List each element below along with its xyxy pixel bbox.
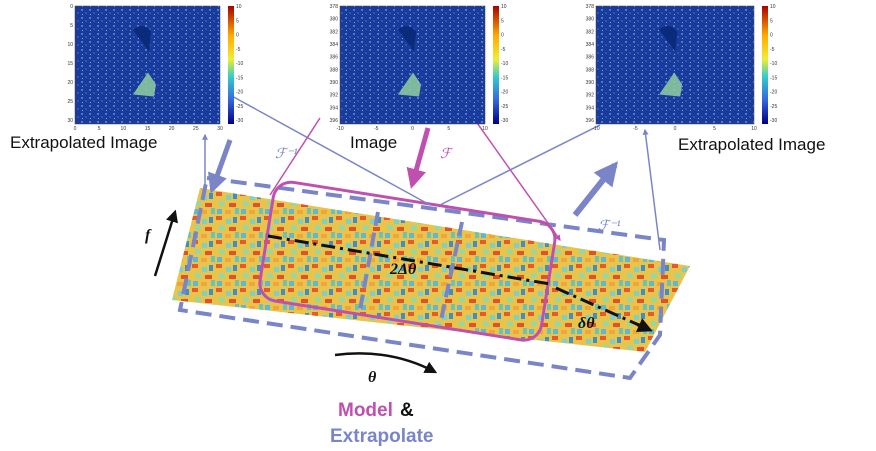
colorbar-tick-label: -30	[501, 118, 508, 124]
image	[596, 6, 754, 124]
spectrum-band	[172, 178, 690, 378]
caption: Extrapolate	[330, 426, 433, 447]
y-tick-label: 382	[330, 29, 339, 35]
colorbar-tick-label: 0	[770, 33, 773, 39]
colorbar-tick-label: 0	[501, 33, 504, 39]
colorbar-tick-label: 5	[770, 18, 773, 24]
x-tick-label: 30	[217, 126, 223, 132]
colorbar	[228, 6, 234, 124]
y-tick-label: 378	[586, 4, 595, 10]
annotation: 2Δθ	[389, 261, 417, 278]
x-tick-label: 10	[751, 126, 757, 132]
colorbar-tick-label: 0	[236, 33, 239, 39]
x-tick-label: -10	[592, 126, 599, 132]
operator: ℱ	[440, 147, 454, 162]
y-tick-label: 390	[330, 80, 339, 86]
y-tick-label: 388	[586, 67, 595, 73]
y-tick-label: 392	[586, 93, 595, 99]
panel-label: Extrapolated Image	[10, 133, 157, 152]
y-tick-label: 384	[586, 42, 595, 48]
colorbar-tick-label: -25	[236, 104, 243, 110]
colorbar	[762, 6, 768, 124]
colorbar-tick-label: -30	[236, 118, 243, 124]
x-tick-label: 15	[145, 126, 151, 132]
y-tick-label: 378	[330, 4, 339, 10]
y-tick-label: 382	[586, 29, 595, 35]
y-tick-label: 394	[330, 105, 339, 111]
y-tick-label: 392	[330, 93, 339, 99]
x-tick-label: 25	[193, 126, 199, 132]
colorbar-tick-label: -20	[236, 90, 243, 96]
colorbar-tick-label: 10	[236, 4, 242, 10]
panel-label: Extrapolated Image	[678, 135, 825, 154]
panel-label: Image	[350, 133, 397, 152]
y-tick-label: 386	[586, 55, 595, 61]
colorbar-tick-label: -25	[501, 104, 508, 110]
y-tick-label: 380	[330, 17, 339, 23]
x-tick-label: -5	[633, 126, 638, 132]
y-tick-label: 380	[586, 17, 595, 23]
x-tick-label: 0	[411, 126, 414, 132]
colorbar-tick-label: -20	[501, 90, 508, 96]
x-tick-label: 10	[482, 126, 488, 132]
y-tick-label: 10	[67, 42, 73, 48]
image	[340, 6, 485, 124]
colorbar-tick-label: -15	[236, 75, 243, 81]
colorbar-tick-label: -10	[501, 61, 508, 67]
x-tick-label: 0	[674, 126, 677, 132]
x-tick-label: -5	[374, 126, 379, 132]
colorbar-tick-label: 5	[501, 18, 504, 24]
colorbar-tick-label: 10	[770, 4, 776, 10]
caption: &	[400, 400, 414, 421]
y-tick-label: 30	[67, 118, 73, 124]
colorbar-tick-label: -30	[770, 118, 777, 124]
axis-label: θ	[368, 369, 377, 386]
caption: Model	[338, 400, 393, 421]
x-tick-label: 5	[447, 126, 450, 132]
y-tick-label: 25	[67, 99, 73, 105]
y-tick-label: 386	[330, 55, 339, 61]
x-tick-label: 20	[169, 126, 175, 132]
y-tick-label: 388	[330, 67, 339, 73]
y-tick-label: 15	[67, 61, 73, 67]
colorbar-tick-label: -15	[501, 75, 508, 81]
x-tick-label: 5	[98, 126, 101, 132]
y-tick-label: 394	[586, 105, 595, 111]
page: {"panels":[ {"label":"Extrapolated Image…	[0, 0, 876, 451]
image	[75, 6, 220, 124]
x-tick-label: -10	[336, 126, 343, 132]
colorbar-tick-label: -25	[770, 104, 777, 110]
diagram: f θ 2Δθ δθ ℱ⁻¹ ℱ ℱ⁻¹ Model & Extrapolate…	[0, 0, 876, 451]
x-tick-label: 0	[74, 126, 77, 132]
colorbar-tick-label: -15	[770, 75, 777, 81]
y-tick-label: 396	[330, 118, 339, 124]
y-tick-label: 20	[67, 80, 73, 86]
y-tick-label: 390	[586, 80, 595, 86]
y-tick-label: 396	[586, 118, 595, 124]
y-tick-label: 384	[330, 42, 339, 48]
y-tick-label: 5	[70, 23, 73, 29]
colorbar-tick-label: -5	[770, 47, 775, 53]
colorbar-tick-label: -20	[770, 90, 777, 96]
x-tick-label: 5	[713, 126, 716, 132]
colorbar-tick-label: 10	[501, 4, 507, 10]
colorbar-tick-label: 5	[236, 18, 239, 24]
operator: ℱ⁻¹	[275, 147, 298, 162]
annotation: δθ	[578, 315, 595, 332]
operator: ℱ⁻¹	[598, 219, 621, 234]
colorbar-tick-label: -5	[501, 47, 506, 53]
axis-label: f	[145, 227, 152, 244]
colorbar-tick-label: -10	[236, 61, 243, 67]
x-tick-label: 10	[121, 126, 127, 132]
colorbar	[493, 6, 499, 124]
colorbar-tick-label: -5	[236, 47, 241, 53]
y-tick-label: 0	[70, 4, 73, 10]
colorbar-tick-label: -10	[770, 61, 777, 67]
